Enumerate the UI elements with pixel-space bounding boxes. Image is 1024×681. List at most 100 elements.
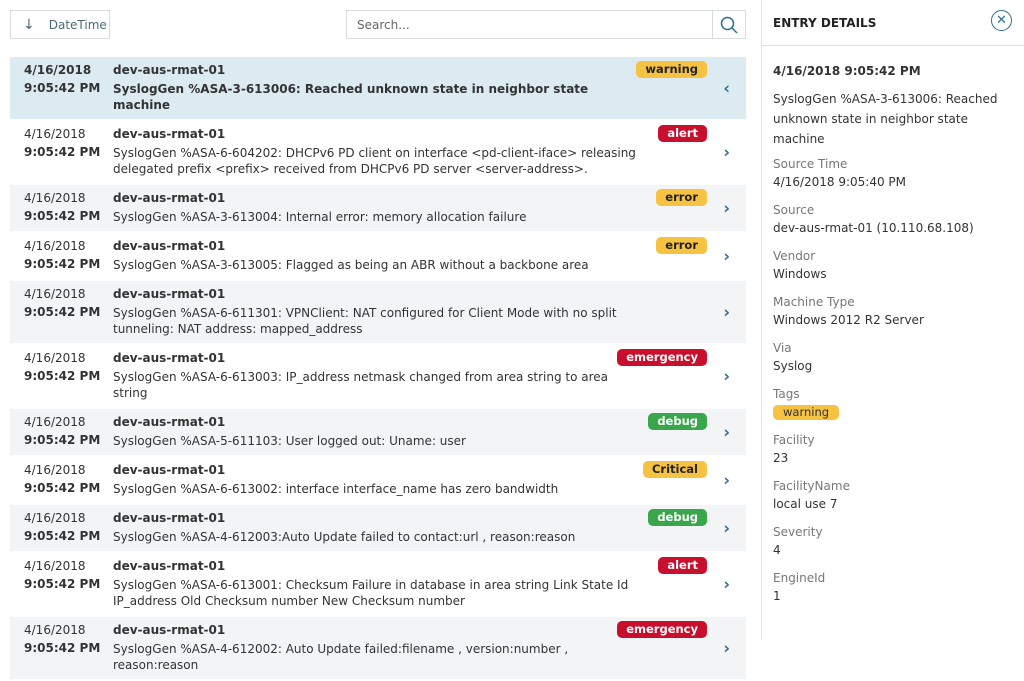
field-value: Windows 2012 R2 Server: [773, 313, 924, 327]
chevron-right-icon[interactable]: ›: [723, 366, 730, 386]
log-entry-row[interactable]: 4/16/2018 9:05:42 PM dev-aus-rmat-01 Syslo…: [10, 185, 746, 231]
severity-badge: error: [656, 237, 707, 254]
entry-date: 4/16/2018: [24, 63, 92, 77]
search-icon: [720, 16, 738, 34]
log-entry-list: 4/16/2018 9:05:42 PM dev-aus-rmat-01 Syslo…: [10, 57, 746, 681]
entry-time: 9:05:42 PM: [24, 257, 101, 271]
chevron-right-icon[interactable]: ›: [723, 422, 730, 442]
entry-message: SyslogGen %ASA-6-611301: VPNClient: NAT …: [113, 306, 617, 336]
arrow-down-icon: ↓: [23, 16, 35, 33]
field-value: local use 7: [773, 497, 838, 511]
panel-title: ENTRY DETAILS: [762, 0, 1024, 46]
entry-time: 9:05:42 PM: [24, 305, 101, 319]
entry-date: 4/16/2018: [24, 559, 86, 573]
entry-host: dev-aus-rmat-01: [113, 623, 226, 637]
entry-time: 9:05:42 PM: [24, 209, 101, 223]
close-button[interactable]: ✕: [991, 10, 1012, 31]
search-box: [346, 10, 746, 39]
log-entry-row[interactable]: 4/16/2018 9:05:42 PM dev-aus-rmat-01 Syslo…: [10, 345, 746, 407]
chevron-right-icon[interactable]: ›: [723, 470, 730, 490]
log-entry-row[interactable]: 4/16/2018 9:05:42 PM dev-aus-rmat-01 Syslo…: [10, 281, 746, 343]
log-entry-row[interactable]: 4/16/2018 9:05:42 PM dev-aus-rmat-01 Syslo…: [10, 121, 746, 183]
detail-field: Facility 23: [773, 431, 1013, 467]
severity-badge: emergency: [617, 349, 707, 366]
severity-badge: alert: [658, 557, 707, 574]
detail-message: SyslogGen %ASA-3-613006: Reached unknown…: [773, 92, 998, 146]
chevron-left-icon[interactable]: ‹: [723, 78, 730, 98]
entry-time: 9:05:42 PM: [24, 577, 101, 591]
log-entry-row[interactable]: 4/16/2018 9:05:42 PM dev-aus-rmat-01 Syslo…: [10, 617, 746, 679]
chevron-right-icon[interactable]: ›: [723, 638, 730, 658]
field-label: Facility: [773, 433, 815, 447]
entry-host: dev-aus-rmat-01: [113, 511, 226, 525]
field-value: 1: [773, 589, 781, 603]
detail-field: Severity 4: [773, 523, 1013, 559]
field-value: Syslog: [773, 359, 813, 373]
field-value: 23: [773, 451, 789, 465]
field-value: 4: [773, 543, 781, 557]
close-icon: ✕: [996, 13, 1007, 28]
entry-date: 4/16/2018: [24, 511, 86, 525]
chevron-right-icon[interactable]: ›: [723, 302, 730, 322]
entry-message: SyslogGen %ASA-6-613002: interface inter…: [113, 482, 559, 496]
entry-host: dev-aus-rmat-01: [113, 239, 226, 253]
field-label: FacilityName: [773, 479, 850, 493]
entry-date: 4/16/2018: [24, 239, 86, 253]
entry-host: dev-aus-rmat-01: [113, 351, 226, 365]
severity-badge: alert: [658, 125, 707, 142]
severity-badge: emergency: [617, 621, 707, 638]
entry-time: 9:05:42 PM: [24, 81, 101, 95]
entry-time: 9:05:42 PM: [24, 433, 101, 447]
entry-date: 4/16/2018: [24, 463, 86, 477]
entry-message: SyslogGen %ASA-3-613006: Reached unknown…: [113, 82, 589, 112]
detail-field: Tags warning: [773, 385, 1013, 421]
field-label: Source Time: [773, 157, 848, 171]
entry-host: dev-aus-rmat-01: [113, 415, 226, 429]
entry-message: SyslogGen %ASA-4-612003:Auto Update fail…: [113, 530, 576, 544]
severity-badge: error: [656, 189, 707, 206]
entry-message: SyslogGen %ASA-6-613003: IP_address netm…: [113, 370, 608, 400]
log-list-pane: ↓ DateTime 4/16/2018 9:05:42 PM dev-aus-r…: [10, 10, 746, 679]
chevron-right-icon[interactable]: ›: [723, 142, 730, 162]
detail-field: Machine Type Windows 2012 R2 Server: [773, 293, 1013, 329]
detail-field: Source Time 4/16/2018 9:05:40 PM: [773, 155, 1013, 191]
entry-time: 9:05:42 PM: [24, 529, 101, 543]
entry-message: SyslogGen %ASA-6-613001: Checksum Failur…: [113, 578, 629, 608]
field-label: Severity: [773, 525, 823, 539]
entry-host: dev-aus-rmat-01: [113, 191, 226, 205]
entry-host: dev-aus-rmat-01: [113, 559, 226, 573]
severity-badge: debug: [648, 509, 707, 526]
search-button[interactable]: [712, 11, 745, 38]
field-label: EngineId: [773, 571, 826, 585]
entry-time: 9:05:42 PM: [24, 369, 101, 383]
search-input[interactable]: [347, 11, 712, 38]
entry-date: 4/16/2018: [24, 351, 86, 365]
field-value: Windows: [773, 267, 827, 281]
severity-badge: Critical: [642, 461, 707, 478]
entry-date: 4/16/2018: [24, 287, 86, 301]
chevron-right-icon[interactable]: ›: [723, 518, 730, 538]
entry-details-panel: ENTRY DETAILS ✕ 4/16/2018 9:05:42 PM Sys…: [761, 0, 1024, 640]
entry-message: SyslogGen %ASA-3-613005: Flagged as bein…: [113, 258, 589, 272]
tag-badge: warning: [773, 405, 840, 420]
chevron-right-icon[interactable]: ›: [723, 246, 730, 266]
log-entry-row[interactable]: 4/16/2018 9:05:42 PM dev-aus-rmat-01 Syslo…: [10, 553, 746, 615]
entry-time: 9:05:42 PM: [24, 145, 101, 159]
field-label: Machine Type: [773, 295, 855, 309]
log-entry-row[interactable]: 4/16/2018 9:05:42 PM dev-aus-rmat-01 Syslo…: [10, 457, 746, 503]
entry-message: SyslogGen %ASA-5-611103: User logged out…: [113, 434, 466, 448]
entry-message: SyslogGen %ASA-3-613004: Internal error:…: [113, 210, 527, 224]
severity-badge: warning: [636, 61, 707, 78]
entry-host: dev-aus-rmat-01: [113, 127, 226, 141]
log-entry-row[interactable]: 4/16/2018 9:05:42 PM dev-aus-rmat-01 Syslo…: [10, 409, 746, 455]
sort-datetime-button[interactable]: ↓ DateTime: [10, 10, 110, 39]
chevron-right-icon[interactable]: ›: [723, 198, 730, 218]
log-entry-row[interactable]: 4/16/2018 9:05:42 PM dev-aus-rmat-01 Syslo…: [10, 233, 746, 279]
log-entry-row[interactable]: 4/16/2018 9:05:42 PM dev-aus-rmat-01 Syslo…: [10, 57, 746, 119]
sort-label: DateTime: [48, 17, 107, 32]
log-entry-row[interactable]: 4/16/2018 9:05:42 PM dev-aus-rmat-01 Syslo…: [10, 505, 746, 551]
entry-date: 4/16/2018: [24, 127, 86, 141]
chevron-right-icon[interactable]: ›: [723, 574, 730, 594]
severity-badge: debug: [648, 413, 707, 430]
entry-host: dev-aus-rmat-01: [113, 287, 226, 301]
